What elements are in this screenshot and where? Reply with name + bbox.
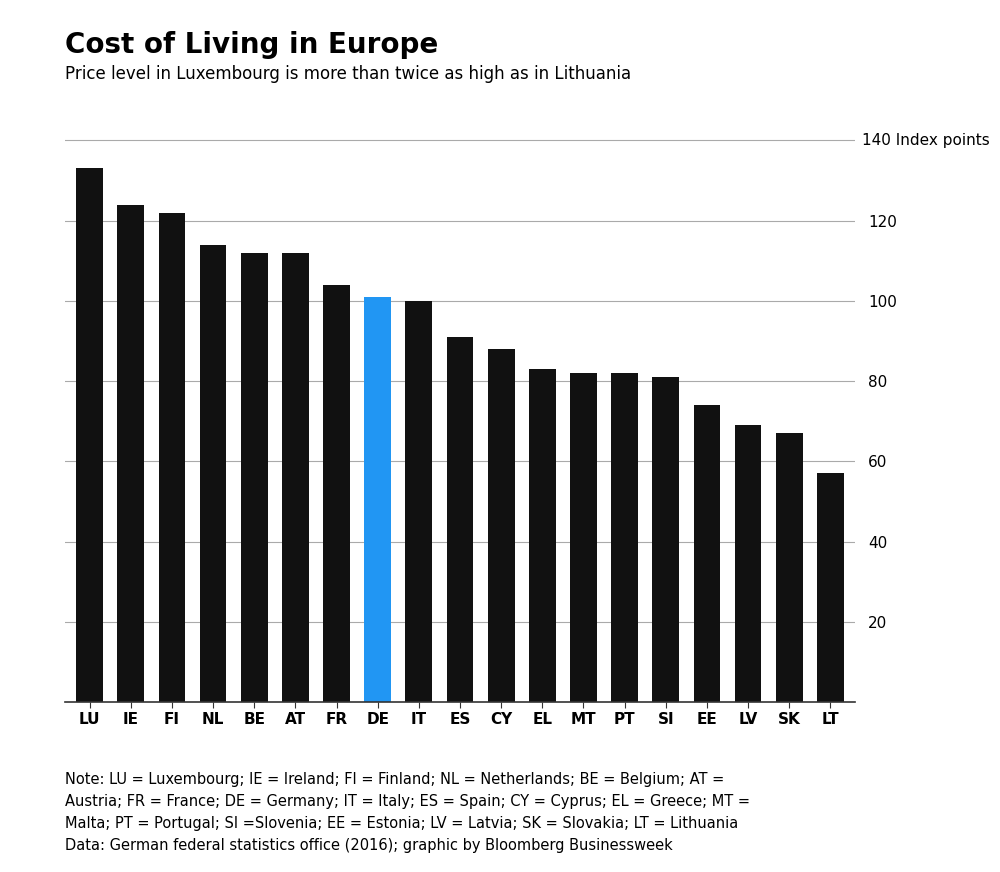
Bar (282, 253, 309, 702)
Bar (200, 245, 226, 702)
Text: Cost of Living in Europe: Cost of Living in Europe (65, 31, 438, 58)
Bar (364, 296, 391, 702)
Bar (817, 473, 844, 702)
Bar (694, 405, 720, 702)
Bar (611, 373, 638, 702)
Bar (405, 301, 432, 702)
Bar (735, 426, 761, 702)
Bar (117, 205, 144, 702)
Bar (529, 369, 556, 702)
Bar (652, 377, 679, 702)
Text: Price level in Luxembourg is more than twice as high as in Lithuania: Price level in Luxembourg is more than t… (65, 65, 631, 84)
Bar (159, 213, 185, 702)
Bar (447, 337, 473, 702)
Bar (241, 253, 268, 702)
Bar (323, 285, 350, 702)
Text: Note: LU = Luxembourg; IE = Ireland; FI = Finland; NL = Netherlands; BE = Belgiu: Note: LU = Luxembourg; IE = Ireland; FI … (65, 772, 750, 854)
Bar (76, 168, 103, 702)
Text: 140 Index points: 140 Index points (862, 133, 990, 148)
Bar (488, 349, 515, 702)
Bar (776, 433, 803, 702)
Bar (570, 373, 597, 702)
